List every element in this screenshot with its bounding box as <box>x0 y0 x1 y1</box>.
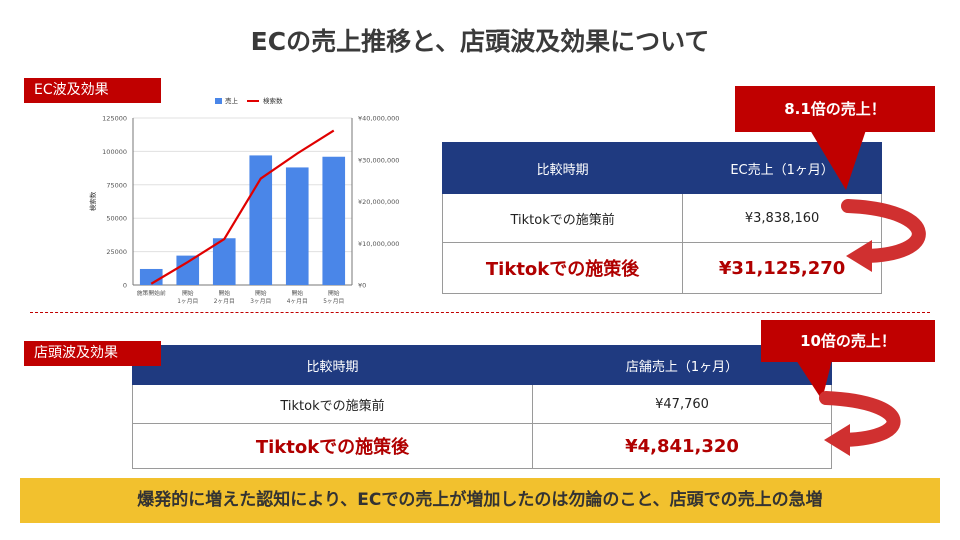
ec-before-value: ¥3,838,160 <box>682 193 882 243</box>
y-tick-label: 50000 <box>106 215 127 223</box>
x-tick-label: 1ヶ月目 <box>177 298 198 305</box>
ec-header-period: 比較時期 <box>441 142 684 194</box>
store-header-period: 比較時期 <box>131 345 534 385</box>
x-tick-label: 開始 <box>218 289 230 297</box>
store-before-label: Tiktokでの施策前 <box>131 384 534 424</box>
x-tick-label: 3ヶ月目 <box>250 298 271 305</box>
ec-before-label: Tiktokでの施策前 <box>441 193 684 243</box>
chart-bar <box>249 155 273 285</box>
chart-line-search <box>150 129 335 285</box>
summary-banner: 爆発的に増えた認知により、ECでの売上が増加したのは勿論のこと、店頭での売上の急… <box>20 478 940 523</box>
chart-bar <box>176 255 200 285</box>
table-row: Tiktokでの施策後 ¥31,125,270 <box>441 242 882 294</box>
x-tick-label: 施策開始前 <box>137 289 166 297</box>
y-tick-label: 75000 <box>106 181 127 189</box>
table-row: Tiktokでの施策前 ¥3,838,160 <box>441 193 882 243</box>
x-tick-label: 開始 <box>255 289 267 297</box>
legend-label: 検索数 <box>263 96 283 105</box>
store-before-value: ¥47,760 <box>532 384 832 424</box>
table-row: Tiktokでの施策前 ¥47,760 <box>131 384 832 424</box>
y-axis-label: 検索数 <box>88 191 97 211</box>
ec-after-label: Tiktokでの施策後 <box>441 242 684 294</box>
ec-effect-tag: EC波及効果 <box>24 78 161 103</box>
ec-comparison-table: 比較時期 EC売上（1ヶ月） Tiktokでの施策前 ¥3,838,160 Ti… <box>441 142 882 294</box>
store-after-value: ¥4,841,320 <box>532 423 832 469</box>
page-title: ECの売上推移と、店頭波及効果について <box>250 27 710 56</box>
y2-tick-label: ¥10,000,000 <box>358 240 399 248</box>
y-tick-label: 0 <box>123 282 127 290</box>
y-tick-label: 25000 <box>106 248 127 256</box>
store-comparison-table: 比較時期 店舗売上（1ヶ月） Tiktokでの施策前 ¥47,760 Tikto… <box>131 345 832 469</box>
y-tick-label: 100000 <box>102 148 127 156</box>
store-effect-tag: 店頭波及効果 <box>24 341 161 366</box>
x-tick-label: 5ヶ月目 <box>323 298 344 305</box>
section-divider <box>30 312 930 313</box>
x-tick-label: 開始 <box>328 289 340 297</box>
x-tick-label: 4ヶ月目 <box>287 298 308 305</box>
y-tick-label: 125000 <box>102 115 127 123</box>
x-tick-label: 開始 <box>182 289 194 297</box>
curved-arrow-icon-2 <box>819 391 901 447</box>
y2-tick-label: ¥20,000,000 <box>358 198 399 206</box>
chart-bar <box>322 156 346 285</box>
y2-tick-label: ¥40,000,000 <box>358 115 399 123</box>
y2-tick-label: ¥0 <box>358 282 366 290</box>
chart-bar <box>285 167 309 285</box>
ec-header-sales: EC売上（1ヶ月） <box>682 142 882 194</box>
x-tick-label: 開始 <box>291 289 303 297</box>
x-tick-label: 2ヶ月目 <box>214 298 235 305</box>
legend-label: 売上 <box>225 96 239 105</box>
store-callout: 10倍の売上！ <box>761 320 935 362</box>
chart-bar <box>139 268 163 285</box>
chart-bar <box>212 238 236 285</box>
ec-after-value: ¥31,125,270 <box>682 242 882 294</box>
ec-callout: 8.1倍の売上！ <box>735 86 935 132</box>
table-row: Tiktokでの施策後 ¥4,841,320 <box>131 423 832 469</box>
y2-tick-label: ¥30,000,000 <box>358 156 399 164</box>
store-after-label: Tiktokでの施策後 <box>131 423 534 469</box>
legend-swatch-sales <box>215 98 222 104</box>
